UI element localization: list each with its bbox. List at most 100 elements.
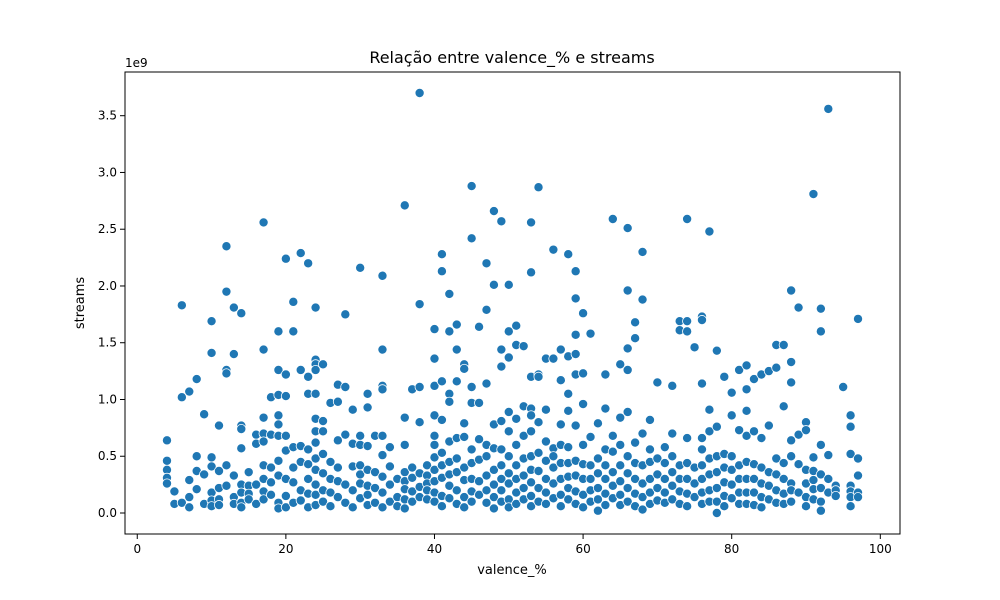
scatter-point — [280, 391, 291, 402]
scatter-point — [786, 377, 797, 388]
scatter-point — [377, 270, 388, 281]
scatter-point — [414, 299, 425, 310]
scatter-point — [310, 364, 321, 375]
scatter-point — [540, 473, 551, 484]
scatter-point — [228, 349, 239, 360]
scatter-point — [540, 487, 551, 498]
scatter-point — [318, 448, 329, 459]
scatter-point — [540, 404, 551, 415]
scatter-point — [488, 206, 499, 217]
scatter-point — [555, 501, 566, 512]
scatter-point — [667, 494, 678, 505]
scatter-point — [459, 502, 470, 513]
scatter-point — [682, 316, 693, 327]
scatter-point — [518, 483, 529, 494]
scatter-point — [682, 458, 693, 469]
scatter-point — [399, 412, 410, 423]
scatter-point — [526, 267, 537, 278]
scatter-point — [763, 420, 774, 431]
scatter-point — [503, 352, 514, 363]
y-axis-label: streams — [73, 277, 88, 330]
scatter-point — [191, 451, 202, 462]
scatter-point — [444, 326, 455, 337]
scatter-point — [652, 469, 663, 480]
scatter-point — [332, 396, 343, 407]
scatter-point — [644, 414, 655, 425]
scatter-point — [533, 465, 544, 476]
scatter-point — [318, 468, 329, 479]
scatter-point — [704, 404, 715, 415]
scatter-point — [622, 483, 633, 494]
scatter-point — [793, 429, 804, 440]
scatter-point — [184, 492, 195, 503]
scatter-point — [362, 402, 373, 413]
scatter-point — [778, 473, 789, 484]
scatter-point — [615, 476, 626, 487]
scatter-point — [726, 493, 737, 504]
scatter-point — [607, 480, 618, 491]
scatter-point — [444, 396, 455, 407]
scatter-point — [362, 489, 373, 500]
scatter-point — [696, 378, 707, 389]
scatter-point — [399, 439, 410, 450]
scatter-point — [303, 473, 314, 484]
scatter-point — [436, 266, 447, 277]
scatter-point — [444, 288, 455, 299]
scatter-point — [161, 478, 172, 489]
scatter-point — [340, 309, 351, 320]
scatter-point — [310, 437, 321, 448]
scatter-point — [332, 462, 343, 473]
scatter-point — [459, 462, 470, 473]
scatter-point — [377, 430, 388, 441]
scatter-point — [734, 425, 745, 436]
scatter-point — [436, 249, 447, 260]
scatter-point — [756, 433, 767, 444]
scatter-point — [355, 262, 366, 273]
scatter-point — [711, 421, 722, 432]
scatter-point — [288, 462, 299, 473]
scatter-point — [622, 451, 633, 462]
scatter-point — [503, 468, 514, 479]
y-tick-label: 2.0 — [98, 279, 117, 293]
scatter-point — [726, 387, 737, 398]
scatter-point — [644, 487, 655, 498]
scatter-point — [592, 453, 603, 464]
scatter-point — [384, 479, 395, 490]
scatter-point — [570, 329, 581, 340]
scatter-point — [711, 496, 722, 507]
scatter-point — [748, 374, 759, 385]
scatter-point — [266, 477, 277, 488]
scatter-point — [377, 450, 388, 461]
scatter-point — [496, 444, 507, 455]
scatter-point — [340, 479, 351, 490]
scatter-point — [221, 286, 232, 297]
scatter-point — [622, 343, 633, 354]
scatter-point — [853, 313, 864, 324]
scatter-point — [570, 293, 581, 304]
scatter-point — [511, 487, 522, 498]
scatter-point — [481, 304, 492, 315]
scatter-point — [429, 380, 440, 391]
scatter-point — [607, 446, 618, 457]
scatter-point — [696, 460, 707, 471]
scatter-point — [221, 460, 232, 471]
scatter-point — [184, 502, 195, 513]
y-offset-label: 1e9 — [125, 56, 148, 70]
scatter-point — [778, 458, 789, 469]
scatter-point — [496, 416, 507, 427]
y-tick-label: 1.0 — [98, 392, 117, 406]
scatter-point — [451, 453, 462, 464]
x-tick-label: 60 — [575, 542, 590, 556]
scatter-point — [622, 223, 633, 234]
scatter-point — [362, 388, 373, 399]
scatter-point — [511, 498, 522, 509]
scatter-point — [340, 429, 351, 440]
scatter-point — [615, 489, 626, 500]
scatter-point — [526, 426, 537, 437]
scatter-point — [726, 451, 737, 462]
scatter-point — [526, 410, 537, 421]
scatter-point — [377, 384, 388, 395]
scatter-point — [786, 435, 797, 446]
scatter-point — [548, 244, 559, 255]
